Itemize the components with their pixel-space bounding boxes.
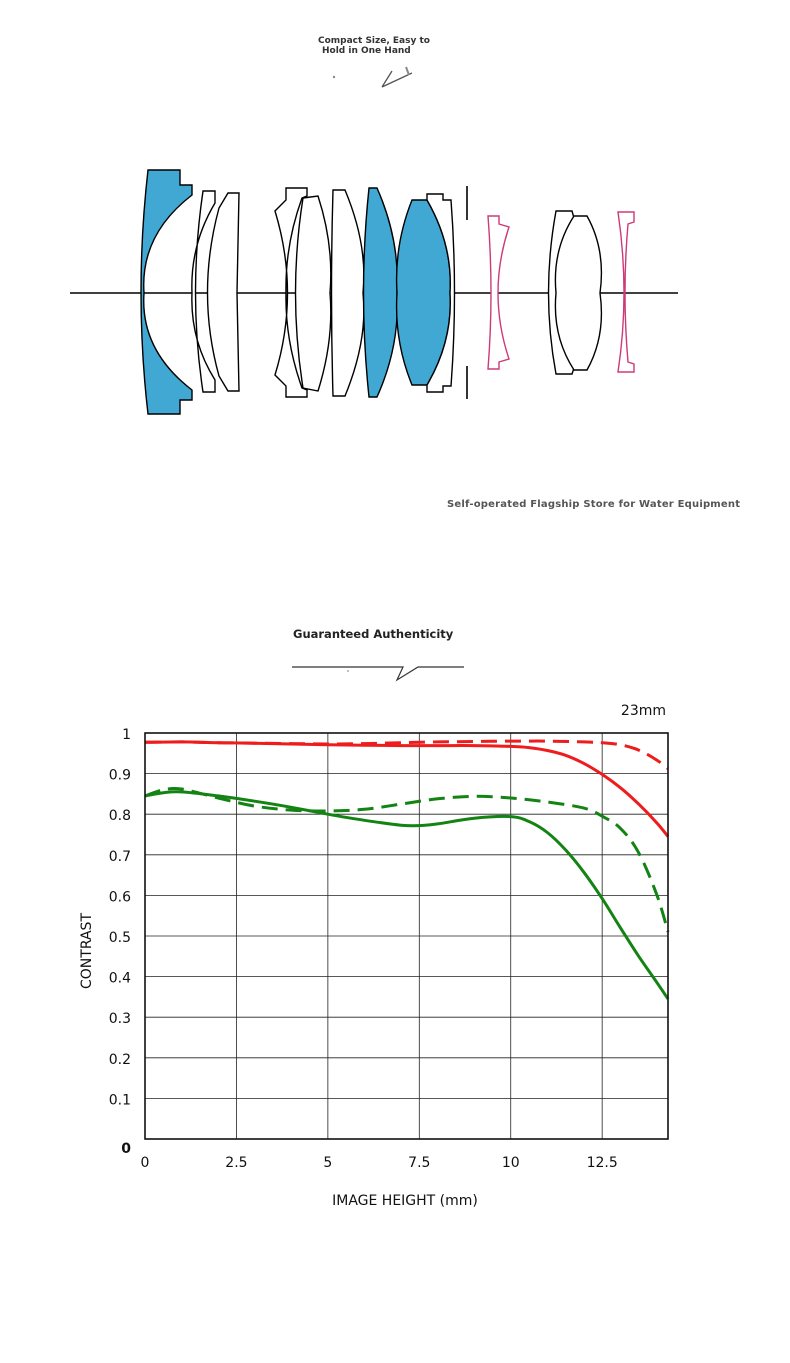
- y-tick-label: 1: [122, 727, 131, 743]
- chart-series: [144, 739, 670, 1000]
- lens-element-5: [294, 195, 332, 392]
- caption-pointer-top: [332, 66, 413, 88]
- lens-element-6: [330, 189, 365, 397]
- chart-ticks: 0 2.5 5 7.5 10 12.5 0 0.1 0.2 0.3 0.4 0.5 0.6 0.7 0.8 0…: [109, 727, 618, 1171]
- lens-diagram: [70, 169, 678, 415]
- y-tick-label: 0.4: [109, 971, 131, 987]
- x-tick-label: 5: [323, 1155, 332, 1171]
- y-tick-label: 0.7: [109, 849, 131, 865]
- caption-authenticity: Guaranteed Authenticity: [293, 627, 454, 641]
- x-tick-label: 10: [502, 1155, 520, 1171]
- chart-title: 23mm: [621, 703, 666, 719]
- x-axis-label: IMAGE HEIGHT (mm): [332, 1193, 478, 1209]
- series-line-1: [144, 740, 670, 838]
- caption-flagship-store: Self-operated Flagship Store for Water E…: [447, 499, 741, 510]
- lens-element-9: [426, 193, 456, 393]
- lens-element-4: [274, 187, 308, 398]
- series-line-3: [144, 790, 670, 1000]
- y-axis-label: CONTRAST: [79, 913, 95, 989]
- x-tick-label: 0: [141, 1155, 150, 1171]
- lens-element-3: [206, 192, 240, 392]
- y-tick-label: 0.6: [109, 889, 131, 905]
- x-tick-label: 7.5: [408, 1155, 430, 1171]
- caption-compact-size: Compact Size, Easy to Hold in One Hand: [318, 36, 448, 56]
- caption-compact-size-line2: Hold in One Hand: [322, 46, 411, 56]
- y-tick-label: 0.1: [109, 1092, 131, 1108]
- chart-grid: [145, 733, 668, 1139]
- series-line-4: [144, 786, 670, 933]
- plot-frame: [144, 732, 669, 1140]
- lens-element-13: [617, 211, 635, 373]
- caption-compact-size-line1: Compact Size, Easy to: [318, 36, 430, 46]
- mtf-chart: 23mm 0 2.5 5 7.5 10 12.5 0 0.1 0.2 0.3 0.4 0.5 0.6 0.…: [79, 703, 670, 1209]
- y-tick-label: 0.5: [109, 930, 131, 946]
- lens-element-1: [140, 169, 193, 415]
- y-tick-label: 0.3: [109, 1011, 131, 1027]
- y-tick-label: 0.9: [109, 768, 131, 784]
- caption-pointer-bottom: [292, 666, 464, 682]
- lens-element-7: [362, 187, 399, 398]
- series-line-2: [144, 739, 669, 770]
- lens-element-10: [487, 215, 510, 370]
- x-tick-label: 12.5: [587, 1155, 618, 1171]
- y-tick-label: 0.2: [109, 1052, 131, 1068]
- lens-element-2: [191, 190, 216, 393]
- x-tick-label: 2.5: [225, 1155, 247, 1171]
- y-tick-label: 0: [121, 1141, 131, 1157]
- lens-element-12: [554, 215, 603, 371]
- y-tick-label: 0.8: [109, 808, 131, 824]
